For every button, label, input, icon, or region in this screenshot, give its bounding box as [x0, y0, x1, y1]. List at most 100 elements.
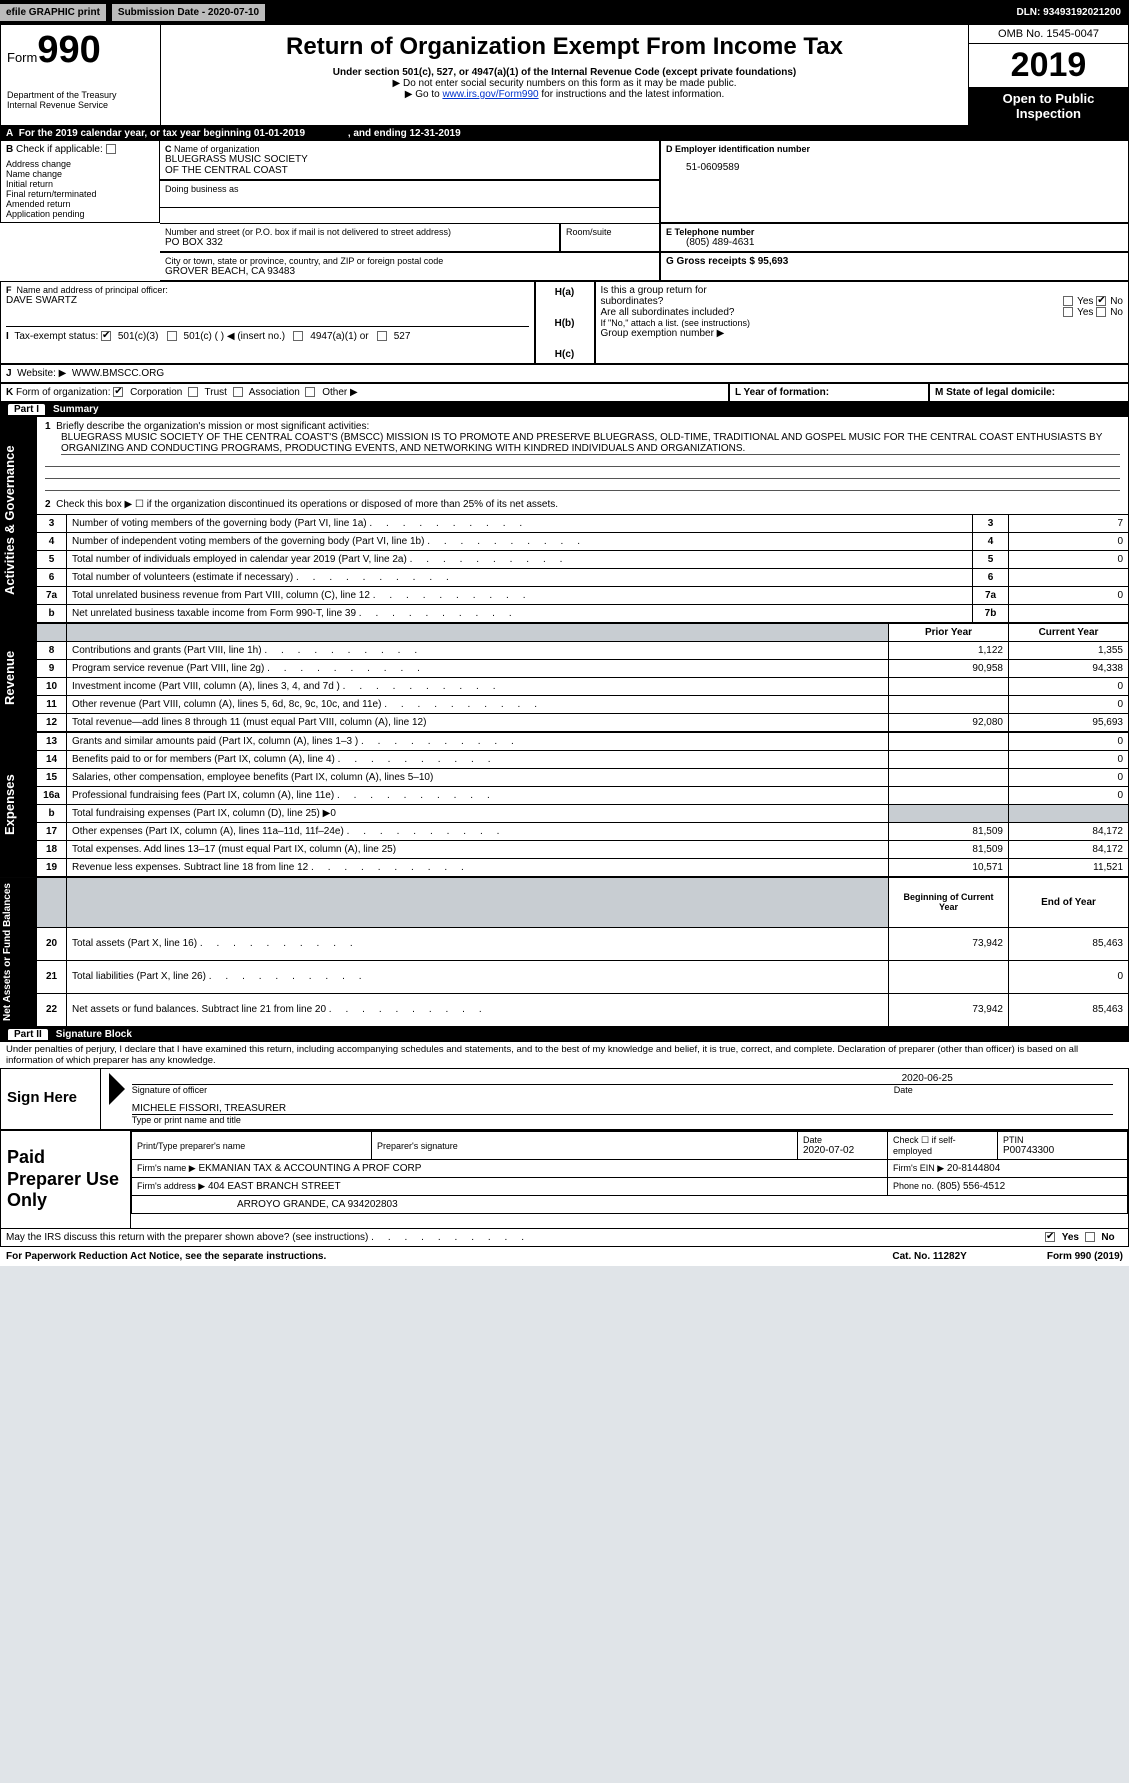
ptin-val: P00743300 [1003, 1145, 1122, 1156]
city-val: GROVER BEACH, CA 93483 [165, 266, 654, 277]
cb-hb-yes[interactable] [1063, 307, 1073, 317]
ha-no: No [1110, 296, 1123, 307]
sig-date-lbl: Date [894, 1085, 913, 1095]
cb-other[interactable] [305, 387, 315, 397]
goto-suffix: for instructions and the latest informat… [539, 89, 725, 100]
cb-assoc[interactable] [233, 387, 243, 397]
declaration-text: Under penalties of perjury, I declare th… [0, 1042, 1129, 1068]
cb-ha-yes[interactable] [1063, 296, 1073, 306]
opt-527: 527 [394, 331, 411, 342]
cb-501c3[interactable] [101, 331, 111, 341]
part2-bar: Part II Signature Block [0, 1027, 1129, 1042]
cb-527[interactable] [377, 331, 387, 341]
row-a: A For the 2019 calendar year, or tax yea… [0, 126, 1129, 141]
opt-assoc: Association [249, 387, 300, 398]
cb-corp[interactable] [113, 387, 123, 397]
open-public-2: Inspection [1016, 106, 1081, 121]
col-end: End of Year [1009, 878, 1129, 928]
top-bar: efile GRAPHIC print Submission Date - 20… [0, 0, 1129, 24]
hb-lbl: H(b) [555, 318, 575, 329]
ag-6: Total number of volunteers (estimate if … [67, 569, 973, 587]
opt-trust: Trust [205, 387, 227, 398]
irs-link[interactable]: www.irs.gov/Form990 [442, 89, 538, 100]
part2-num: Part II [8, 1029, 48, 1040]
hb-no: No [1110, 307, 1123, 318]
cb-4947[interactable] [293, 331, 303, 341]
opt-corp: Corporation [130, 387, 182, 398]
city-lbl: City or town, state or province, country… [165, 256, 654, 266]
firm-addr2: ARROYO GRANDE, CA 934202803 [237, 1199, 398, 1210]
ha-txt: Is this a group return for [601, 285, 707, 296]
firm-addr1: 404 EAST BRANCH STREET [208, 1181, 341, 1192]
line2-txt: Check this box ▶ ☐ if the organization d… [56, 499, 558, 510]
firm-phone-val: (805) 556-4512 [937, 1181, 1005, 1192]
tax-year: 2019 [969, 44, 1128, 87]
ha-lbl: H(a) [555, 287, 574, 298]
box-f-lbl: Name and address of principal officer: [17, 285, 168, 295]
opt-501c3: 501(c)(3) [118, 331, 159, 342]
box-i-lbl: Tax-exempt status: [14, 331, 98, 342]
revenue-table: Prior YearCurrent Year 8Contributions an… [36, 623, 1129, 732]
firm-name-val: EKMANIAN TAX & ACCOUNTING A PROF CORP [198, 1163, 421, 1174]
cb-initial: Initial return [6, 179, 53, 189]
box-d-lbl: D Employer identification number [666, 144, 810, 154]
opt-501c: 501(c) ( ) ◀ (insert no.) [184, 331, 286, 342]
prep-name-lbl: Print/Type preparer's name [137, 1141, 366, 1151]
dept-line1: Department of the Treasury [7, 90, 154, 100]
discuss-no: No [1101, 1232, 1114, 1243]
cb-trust[interactable] [188, 387, 198, 397]
cb-ha-no[interactable] [1096, 296, 1106, 306]
cb-discuss-yes[interactable] [1045, 1232, 1055, 1242]
cb-pending: Application pending [6, 209, 85, 219]
sig-date-val: 2020-06-25 [902, 1073, 953, 1084]
cb-hb-no[interactable] [1096, 307, 1106, 317]
col-prior: Prior Year [889, 624, 1009, 642]
cb-amended: Amended return [6, 199, 71, 209]
footer-mid: Cat. No. 11282Y [892, 1251, 966, 1262]
ag-3: Number of voting members of the governin… [67, 515, 973, 533]
sign-here-block: Sign Here 2020-06-25 Signature of office… [0, 1068, 1129, 1130]
tab-net-assets: Net Assets or Fund Balances [0, 877, 36, 1027]
col-current: Current Year [1009, 624, 1129, 642]
prep-sig-lbl: Preparer's signature [377, 1141, 792, 1151]
tab-activities: Activities & Governance [0, 417, 36, 623]
dba-lbl: Doing business as [165, 184, 654, 194]
firm-addr-lbl: Firm's address ▶ [137, 1181, 205, 1191]
tab-expenses: Expenses [0, 732, 36, 877]
firm-phone-lbl: Phone no. [893, 1181, 934, 1191]
ha-yes: Yes [1077, 296, 1093, 307]
hb-txt: Are all subordinates included? [601, 307, 735, 318]
signer-name: MICHELE FISSORI, TREASURER [132, 1103, 1113, 1115]
phone-val: (805) 489-4631 [686, 237, 1123, 248]
box-c-name-lbl: Name of organization [174, 144, 260, 154]
discuss-yes: Yes [1062, 1232, 1079, 1243]
cb-discuss-no[interactable] [1085, 1232, 1095, 1242]
ag-5: Total number of individuals employed in … [67, 551, 973, 569]
sig-officer-lbl: Signature of officer [132, 1085, 207, 1095]
ag-4: Number of independent voting members of … [67, 533, 973, 551]
street-lbl: Number and street (or P.O. box if mail i… [165, 227, 554, 237]
ptin-lbl: PTIN [1003, 1135, 1122, 1145]
part1-num: Part I [8, 404, 45, 415]
dept-line2: Internal Revenue Service [7, 100, 154, 110]
part1-title: Summary [53, 404, 99, 415]
street-val: PO BOX 332 [165, 237, 554, 248]
row-a-end: , and ending 12-31-2019 [348, 128, 461, 139]
netassets-table: Beginning of Current YearEnd of Year 20T… [36, 877, 1129, 1027]
row-a-begin: For the 2019 calendar year, or tax year … [19, 128, 305, 139]
checkbox-applicable[interactable] [106, 144, 116, 154]
cb-addr-change: Address change [6, 159, 71, 169]
sig-type-lbl: Type or print name and title [132, 1115, 1113, 1125]
opt-4947: 4947(a)(1) or [310, 331, 368, 342]
paid-label: Paid Preparer Use Only [1, 1131, 131, 1228]
omb-number: OMB No. 1545-0047 [969, 25, 1128, 44]
mission-text: BLUEGRASS MUSIC SOCIETY OF THE CENTRAL C… [61, 432, 1120, 455]
part2-title: Signature Block [56, 1029, 132, 1040]
hb-note: If "No," attach a list. (see instruction… [601, 318, 1124, 328]
form-number: 990 [37, 29, 100, 71]
box-l-lbl: L Year of formation: [735, 387, 829, 398]
cb-501c[interactable] [167, 331, 177, 341]
cb-final: Final return/terminated [6, 189, 97, 199]
expenses-table: 13Grants and similar amounts paid (Part … [36, 732, 1129, 877]
prep-check: Check ☐ if self-employed [888, 1132, 998, 1160]
